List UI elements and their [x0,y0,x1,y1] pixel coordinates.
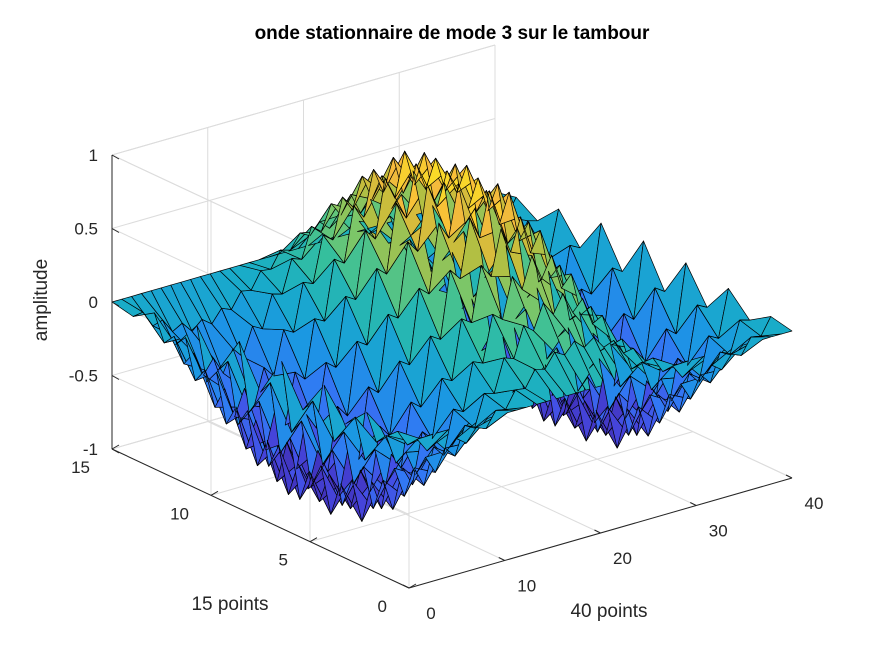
x-tick-label-2: 20 [613,549,632,568]
z-tick-mark-0 [111,448,120,454]
x-tick-label-0: 0 [426,604,435,623]
z-tick-label-2: 0 [89,293,98,312]
y-axis-label: 15 points [191,594,268,615]
x-tick-mark-1 [498,557,505,561]
y-tick-mark-0 [408,583,417,589]
z-tick-label-1: -0.5 [69,367,98,386]
z-tick-mark-3 [111,228,120,233]
z-axis-label: amplitude [31,259,52,341]
z-tick-label-3: 0.5 [74,220,98,239]
x-tick-label-4: 40 [805,494,824,513]
z-tick-mark-2 [111,301,120,307]
y-axis-line [111,448,410,589]
z-tick-mark-4 [111,154,120,160]
y-tick-mark-1 [309,537,318,543]
grid-floor-y-1 [309,431,694,543]
y-tick-label-2: 10 [170,504,189,523]
chart-title: onde stationnaire de mode 3 sur le tambo… [255,23,650,44]
x-axis-label: 40 points [570,601,647,622]
x-tick-mark-3 [690,502,697,506]
y-tick-label-1: 5 [279,551,288,570]
z-tick-mark-1 [111,375,120,380]
y-tick-label-0: 0 [378,597,387,616]
grid-wall-back-z-3 [111,118,496,229]
surface-face-38-0 [760,316,793,337]
y-tick-label-3: 15 [71,458,90,477]
y-tick-mark-2 [210,490,219,496]
surface-layer [111,150,793,522]
x-tick-mark-2 [594,529,601,534]
x-tick-label-3: 30 [709,522,728,541]
box-edge-1 [111,44,496,156]
axis-layer [111,154,793,589]
x-tick-mark-4 [785,474,793,479]
z-tick-label-4: 1 [89,146,98,165]
z-tick-label-0: -1 [83,440,98,459]
x-tick-label-1: 10 [517,577,536,596]
x-tick-mark-0 [402,584,410,589]
label-layer: onde stationnaire de mode 3 sur le tambo… [31,23,823,623]
y-tick-mark-3 [111,444,120,450]
